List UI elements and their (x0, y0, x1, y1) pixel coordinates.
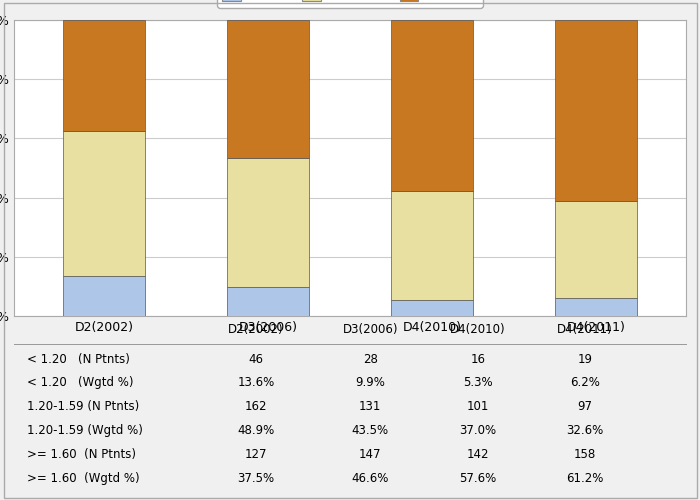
Text: 97: 97 (578, 400, 593, 413)
Text: 101: 101 (466, 400, 489, 413)
Bar (227, 286, 309, 316)
Text: 147: 147 (359, 448, 382, 461)
Text: 5.3%: 5.3% (463, 376, 493, 390)
Text: 46.6%: 46.6% (351, 472, 388, 484)
Bar (555, 201, 637, 298)
Text: 16: 16 (470, 352, 485, 366)
Bar (391, 190, 473, 300)
Text: 127: 127 (245, 448, 267, 461)
Text: >= 1.60  (Wgtd %): >= 1.60 (Wgtd %) (27, 472, 140, 484)
Text: 158: 158 (574, 448, 596, 461)
Text: 37.5%: 37.5% (237, 472, 274, 484)
Bar (555, 298, 637, 316)
Text: 46: 46 (248, 352, 263, 366)
Text: 6.2%: 6.2% (570, 376, 600, 390)
Text: 9.9%: 9.9% (355, 376, 385, 390)
Text: 19: 19 (578, 352, 593, 366)
Text: 61.2%: 61.2% (566, 472, 604, 484)
Text: 131: 131 (359, 400, 382, 413)
Text: 37.0%: 37.0% (459, 424, 496, 437)
Bar (555, 20, 637, 201)
Bar (63, 276, 145, 316)
Text: 28: 28 (363, 352, 377, 366)
Text: 162: 162 (245, 400, 267, 413)
Text: < 1.20   (N Ptnts): < 1.20 (N Ptnts) (27, 352, 130, 366)
Text: 142: 142 (466, 448, 489, 461)
Text: 48.9%: 48.9% (237, 424, 274, 437)
Bar (63, 131, 145, 276)
Bar (391, 20, 473, 190)
Text: 32.6%: 32.6% (566, 424, 604, 437)
Text: >= 1.60  (N Ptnts): >= 1.60 (N Ptnts) (27, 448, 136, 461)
Bar (391, 300, 473, 316)
Legend: < 1.20, 1.20-1.59, >= 1.60: < 1.20, 1.20-1.59, >= 1.60 (218, 0, 482, 8)
Bar (63, 20, 145, 131)
Bar (227, 20, 309, 158)
Text: D3(2006): D3(2006) (342, 323, 398, 336)
Text: 43.5%: 43.5% (351, 424, 388, 437)
Bar (227, 158, 309, 286)
Text: 1.20-1.59 (Wgtd %): 1.20-1.59 (Wgtd %) (27, 424, 144, 437)
Text: D2(2002): D2(2002) (228, 323, 284, 336)
Text: 1.20-1.59 (N Ptnts): 1.20-1.59 (N Ptnts) (27, 400, 140, 413)
Text: 57.6%: 57.6% (459, 472, 496, 484)
Text: 13.6%: 13.6% (237, 376, 274, 390)
Text: D4(2010): D4(2010) (450, 323, 505, 336)
Text: D4(2011): D4(2011) (557, 323, 613, 336)
Text: < 1.20   (Wgtd %): < 1.20 (Wgtd %) (27, 376, 134, 390)
